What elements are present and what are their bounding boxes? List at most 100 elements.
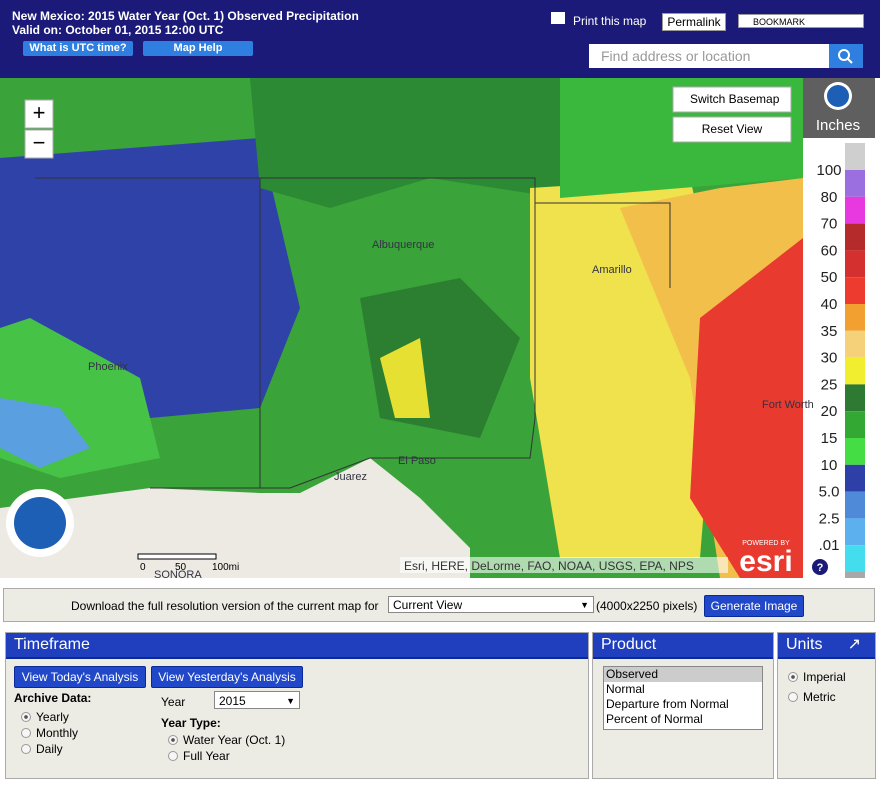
legend-label: 20 bbox=[821, 403, 838, 420]
scale-bar bbox=[137, 553, 217, 560]
reset-view[interactable]: Reset View bbox=[702, 122, 763, 136]
legend-swatch bbox=[845, 143, 865, 170]
place-label: Fort Worth bbox=[762, 399, 814, 411]
year-value[interactable]: 2015 bbox=[219, 694, 246, 708]
year-type-label: Year Type: bbox=[161, 716, 221, 730]
legend-swatch bbox=[845, 250, 865, 278]
legend-swatch bbox=[845, 464, 865, 492]
print-link[interactable]: Print this map bbox=[573, 14, 647, 28]
units-option-label[interactable]: Imperial bbox=[803, 670, 846, 684]
product-option[interactable]: Observed bbox=[604, 667, 762, 682]
download-pixels: (4000x2250 pixels) bbox=[596, 599, 698, 613]
legend-label: 25 bbox=[821, 376, 838, 393]
reset-view-box[interactable] bbox=[672, 116, 792, 143]
view-select[interactable]: Current View ▼ bbox=[388, 596, 594, 613]
archive-option[interactable]: Daily bbox=[21, 741, 78, 757]
place-label: Albuquerque bbox=[372, 239, 434, 251]
legend-swatch bbox=[845, 170, 865, 197]
printer-icon[interactable] bbox=[551, 12, 565, 24]
year-type-option-label[interactable]: Water Year (Oct. 1) bbox=[183, 733, 286, 747]
view-selected[interactable]: Current View bbox=[393, 598, 463, 612]
search-button[interactable] bbox=[829, 44, 863, 68]
zoom-out[interactable]: − bbox=[33, 130, 46, 155]
archive-option-label[interactable]: Yearly bbox=[36, 710, 69, 724]
scale-label: 0 bbox=[140, 562, 146, 573]
product-option[interactable]: Percent of Normal bbox=[606, 712, 703, 726]
archive-option-label[interactable]: Daily bbox=[36, 742, 63, 756]
legend-label: 60 bbox=[821, 242, 838, 259]
download-text: Download the full resolution version of … bbox=[71, 599, 379, 613]
zoom-in[interactable]: + bbox=[33, 100, 46, 125]
units-expand[interactable]: ↗ bbox=[847, 636, 861, 653]
place-label: SONORA bbox=[154, 569, 202, 578]
help-button[interactable]: Map Help bbox=[143, 41, 253, 56]
units-options: Imperial Metric bbox=[788, 667, 846, 707]
year-select[interactable]: 2015 ▼ bbox=[214, 691, 300, 709]
permalink[interactable]: Permalink bbox=[662, 13, 726, 31]
download-bar: Download the full resolution version of … bbox=[3, 588, 875, 622]
archive-option[interactable]: Monthly bbox=[21, 725, 78, 741]
header: New Mexico: 2015 Water Year (Oct. 1) Obs… bbox=[0, 0, 880, 78]
archive-options: Yearly Monthly Daily bbox=[21, 709, 78, 757]
legend-label: 70 bbox=[821, 216, 838, 233]
archive-option-label[interactable]: Monthly bbox=[36, 726, 79, 740]
units-header: Units ↗ bbox=[778, 633, 875, 659]
legend-label: 30 bbox=[821, 350, 838, 367]
legend-swatch bbox=[845, 384, 865, 412]
help-text[interactable]: ? bbox=[817, 562, 824, 574]
place-label: Amarillo bbox=[592, 264, 632, 276]
place-label: El Paso bbox=[398, 455, 436, 467]
switch-basemap[interactable]: Switch Basemap bbox=[690, 92, 780, 106]
legend-label: 50 bbox=[821, 269, 838, 286]
legend-swatch bbox=[845, 518, 865, 546]
legend-swatch bbox=[845, 411, 865, 438]
valid-time: Valid on: October 01, 2015 12:00 UTC bbox=[12, 23, 224, 37]
year-type-option-label[interactable]: Full Year bbox=[183, 749, 230, 763]
units-title: Units bbox=[786, 636, 823, 653]
units-option-label[interactable]: Metric bbox=[803, 690, 836, 704]
product-option[interactable]: Normal bbox=[606, 682, 645, 696]
search-input[interactable]: Find address or location bbox=[589, 44, 829, 68]
help-icon[interactable] bbox=[812, 559, 828, 575]
timeframe-panel: Timeframe View Today's Analysis View Yes… bbox=[5, 632, 589, 779]
switch-basemap-box[interactable] bbox=[672, 86, 792, 113]
year-type-option[interactable]: Full Year bbox=[168, 748, 285, 764]
zoom-in-box[interactable] bbox=[24, 99, 54, 129]
legend-label: 35 bbox=[821, 323, 838, 340]
product-list: Observed Normal Departure from Normal Pe… bbox=[603, 666, 763, 730]
units-option[interactable]: Imperial bbox=[788, 667, 846, 687]
scale-label: 50 bbox=[175, 562, 187, 573]
legend-swatch bbox=[845, 438, 865, 465]
legend-swatch bbox=[845, 545, 865, 572]
place-label: Phoenix bbox=[88, 361, 128, 373]
product-option[interactable]: Departure from Normal bbox=[606, 697, 729, 711]
attribution: Esri, HERE, DeLorme, FAO, NOAA, USGS, EP… bbox=[404, 559, 694, 573]
search-icon bbox=[838, 49, 853, 64]
legend-units: Inches bbox=[816, 117, 860, 134]
legend-label: 10 bbox=[821, 457, 838, 474]
title: New Mexico: 2015 Water Year (Oct. 1) Obs… bbox=[12, 9, 359, 23]
legend-swatch bbox=[845, 572, 865, 578]
legend-swatch bbox=[845, 330, 865, 358]
legend-swatch bbox=[845, 491, 865, 519]
scale-label: 100mi bbox=[212, 562, 239, 573]
bookmark[interactable]: BOOKMARK bbox=[738, 14, 864, 28]
yesterday-button[interactable]: View Yesterday's Analysis bbox=[151, 666, 303, 688]
utc-button[interactable]: What is UTC time? bbox=[23, 41, 133, 56]
legend-label: 2.5 bbox=[819, 510, 840, 527]
archive-option[interactable]: Yearly bbox=[21, 709, 78, 725]
year-label: Year bbox=[161, 695, 186, 709]
units-option[interactable]: Metric bbox=[788, 687, 846, 707]
product-title: Product bbox=[593, 633, 773, 659]
legend-label: 40 bbox=[821, 296, 838, 313]
year-type-option[interactable]: Water Year (Oct. 1) bbox=[168, 732, 285, 748]
legend-swatch bbox=[845, 304, 865, 331]
legend-swatch bbox=[845, 196, 865, 224]
legend-label: 15 bbox=[821, 430, 838, 447]
generate-button[interactable]: Generate Image bbox=[704, 595, 804, 617]
legend-swatch bbox=[845, 223, 865, 251]
today-button[interactable]: View Today's Analysis bbox=[14, 666, 146, 688]
units-panel: Units ↗ Imperial Metric bbox=[777, 632, 876, 779]
legend-label: 5.0 bbox=[819, 484, 840, 501]
zoom-out-box[interactable] bbox=[24, 129, 54, 159]
